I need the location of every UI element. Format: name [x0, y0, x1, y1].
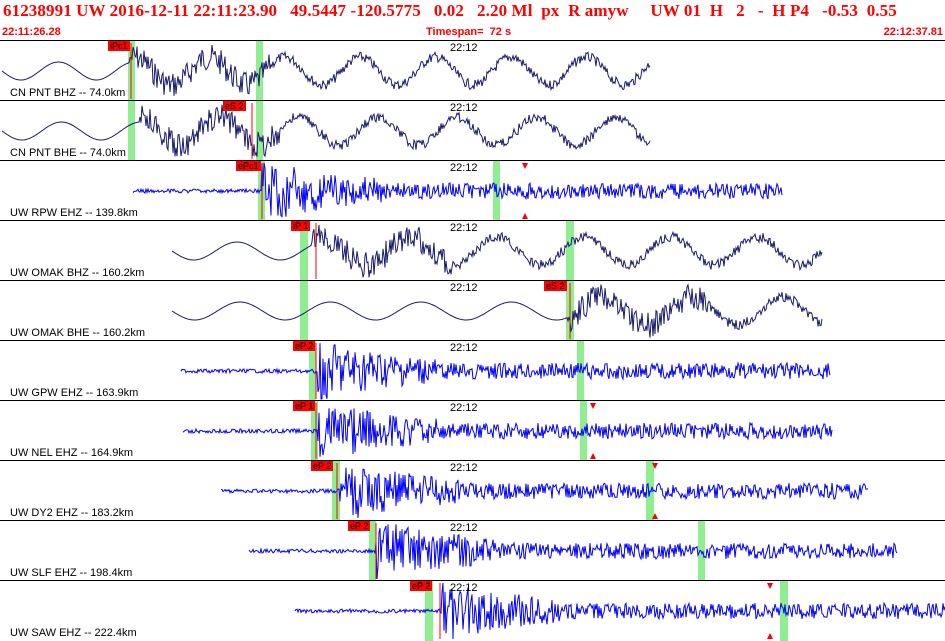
trace-row[interactable]: 22:12 eS 2 UW OMAK BHE -- 160.2km [0, 280, 945, 341]
phase-pick[interactable]: eP 1 [293, 401, 316, 411]
trace-label: UW GPW EHZ -- 163.9km [10, 387, 139, 399]
seismogram[interactable] [0, 521, 945, 581]
seismogram[interactable] [0, 101, 945, 161]
time-marker: 22:12 [450, 402, 478, 414]
phase-pick[interactable]: eP 2 [410, 581, 433, 591]
start-time: 22:11:26.28 [2, 26, 61, 38]
time-marker: 22:12 [450, 162, 478, 174]
arrival-window [256, 101, 263, 161]
trace-row[interactable]: 22:12 eS 2 CN PNT BHE -- 74.0km [0, 100, 945, 161]
event-title: 61238991 UW 2016-12-11 22:11:23.90 49.54… [3, 1, 897, 20]
phase-pick[interactable]: eS 2 [544, 281, 567, 291]
down-triangle-icon [590, 403, 596, 409]
time-marker: 22:12 [450, 522, 478, 534]
down-triangle-icon [522, 163, 528, 169]
down-triangle-icon [652, 463, 658, 469]
trace-label: UW RPW EHZ -- 139.8km [10, 207, 138, 219]
trace-label: UW DY2 EHZ -- 183.2km [10, 507, 134, 519]
up-triangle-icon [767, 633, 773, 639]
phase-pick[interactable]: iPc1 [108, 41, 130, 51]
seismogram[interactable] [0, 461, 945, 521]
phase-pick[interactable]: eP 2 [293, 341, 316, 351]
trace-row[interactable]: 22:12 ePc1 UW RPW EHZ -- 139.8km [0, 160, 945, 221]
timespan-label: Timespan= 72 s [426, 26, 512, 38]
seismogram[interactable] [0, 161, 945, 221]
trace-row[interactable]: 22:12 eP 2 UW SAW EHZ -- 222.4km [0, 580, 945, 641]
waveform[interactable] [1, 104, 651, 158]
phase-pick[interactable]: eS 2 [223, 101, 246, 111]
down-triangle-icon [767, 583, 773, 589]
seismogram[interactable] [0, 401, 945, 461]
trace-label: UW SLF EHZ -- 198.4km [10, 567, 133, 579]
waveform[interactable] [182, 408, 833, 457]
time-marker: 22:12 [450, 582, 478, 594]
time-marker: 22:12 [450, 102, 478, 114]
seismogram[interactable] [0, 581, 945, 641]
trace-row[interactable]: 22:12 iP 1 UW OMAK BHZ -- 160.2km [0, 220, 945, 281]
trace-label: UW OMAK BHZ -- 160.2km [10, 267, 145, 279]
waveform[interactable] [171, 224, 823, 278]
waveform[interactable] [132, 162, 783, 218]
up-triangle-icon [652, 513, 658, 519]
arrival-window [300, 221, 308, 281]
up-triangle-icon [590, 453, 596, 459]
trace-label: UW SAW EHZ -- 222.4km [10, 627, 137, 639]
trace-row[interactable]: 22:12 eP 2 UW SLF EHZ -- 198.4km [0, 520, 945, 581]
arrival-window [309, 341, 316, 401]
trace-row[interactable]: 22:12 eP 1 UW NEL EHZ -- 164.9km [0, 400, 945, 461]
time-marker: 22:12 [450, 222, 478, 234]
trace-label: UW OMAK BHE -- 160.2km [10, 327, 146, 339]
trace-panel[interactable]: 22:12 iPc1 CN PNT BHZ -- 74.0km 22:12 eS… [0, 40, 945, 641]
end-time: 22:12:37.81 [883, 26, 943, 38]
arrival-window [300, 281, 308, 341]
arrival-window [311, 401, 318, 461]
waveform[interactable] [220, 467, 869, 518]
phase-pick[interactable]: iP 1 [291, 221, 311, 231]
time-marker: 22:12 [450, 342, 478, 354]
trace-row[interactable]: 22:12 iPc1 CN PNT BHZ -- 74.0km [0, 40, 945, 101]
seismogram[interactable] [0, 41, 945, 101]
header-bar: 61238991 UW 2016-12-11 22:11:23.90 49.54… [0, 0, 945, 40]
trace-label: CN PNT BHE -- 74.0km [10, 147, 126, 159]
trace-label: CN PNT BHZ -- 74.0km [10, 87, 126, 99]
arrival-window [566, 221, 574, 281]
time-marker: 22:12 [450, 42, 478, 54]
waveform[interactable] [171, 283, 823, 338]
arrival-window [128, 101, 135, 161]
time-marker: 22:12 [450, 282, 478, 294]
seismogram[interactable] [0, 221, 945, 281]
waveform[interactable] [294, 582, 945, 640]
waveform[interactable] [1, 44, 651, 96]
waveform[interactable] [180, 343, 831, 400]
phase-pick[interactable]: eP 2 [311, 461, 334, 471]
waveform[interactable] [248, 524, 898, 580]
trace-row[interactable]: 22:12 eP 2 UW DY2 EHZ -- 183.2km [0, 460, 945, 521]
phase-pick[interactable]: ePc1 [236, 161, 261, 171]
time-marker: 22:12 [450, 462, 478, 474]
seismogram[interactable] [0, 341, 945, 401]
seismogram[interactable] [0, 281, 945, 341]
trace-label: UW NEL EHZ -- 164.9km [10, 447, 134, 459]
phase-pick[interactable]: eP 2 [348, 521, 371, 531]
up-triangle-icon [522, 213, 528, 219]
trace-row[interactable]: 22:12 eP 2 UW GPW EHZ -- 163.9km [0, 340, 945, 401]
